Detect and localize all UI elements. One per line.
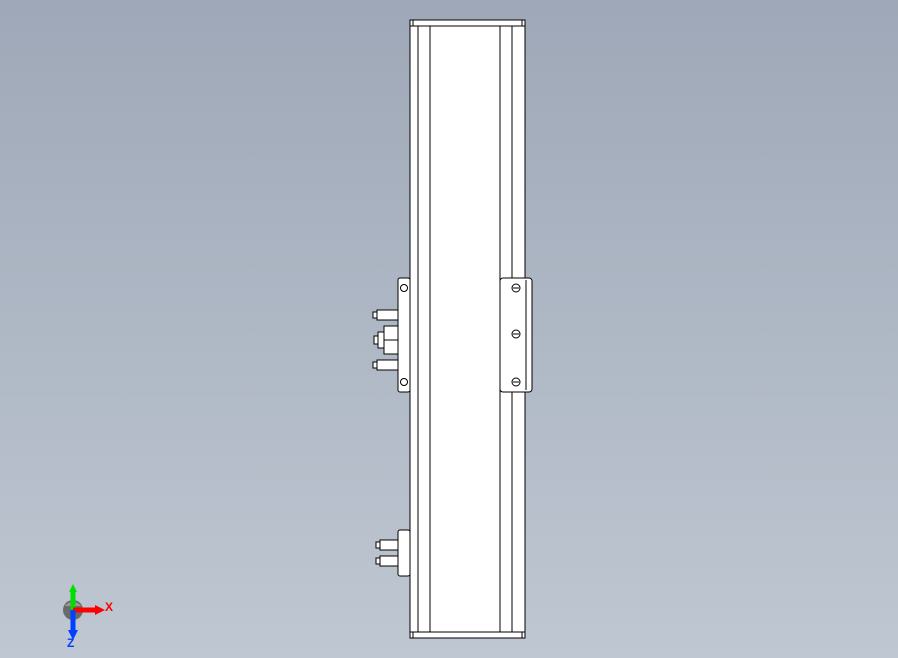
top-cap — [410, 20, 525, 26]
left-post-block-step — [378, 332, 384, 348]
viewport-canvas — [0, 0, 898, 658]
col-stripe-3-main-face — [430, 26, 500, 632]
left-post-block-step2 — [374, 336, 378, 344]
left-lower-post-1 — [380, 540, 398, 550]
cad-viewport[interactable]: X Z — [0, 0, 898, 658]
left-post-3-tip — [373, 362, 377, 368]
left-post-3 — [377, 360, 398, 370]
axis-triad-svg — [55, 578, 125, 648]
col-stripe-1 — [410, 26, 418, 632]
axis-triad[interactable]: X Z — [55, 578, 115, 638]
left-bracket-screw-top — [401, 285, 408, 292]
left-bracket-upper-plate — [398, 278, 410, 392]
left-lower-post-2-tip — [376, 558, 380, 564]
left-post-1-tip — [373, 312, 377, 318]
axis-y-arrow — [69, 584, 77, 592]
left-lower-post-1-tip — [376, 542, 380, 548]
axis-x-label: X — [105, 600, 113, 614]
bottom-cap — [410, 632, 525, 638]
left-bracket-lower-plate — [398, 530, 410, 576]
axis-x-arrow — [95, 605, 105, 615]
left-post-1 — [377, 310, 398, 320]
col-stripe-2 — [418, 26, 430, 632]
left-lower-post-2 — [380, 556, 398, 566]
left-bracket-screw-bot — [401, 379, 408, 386]
axis-z-label: Z — [67, 636, 74, 650]
